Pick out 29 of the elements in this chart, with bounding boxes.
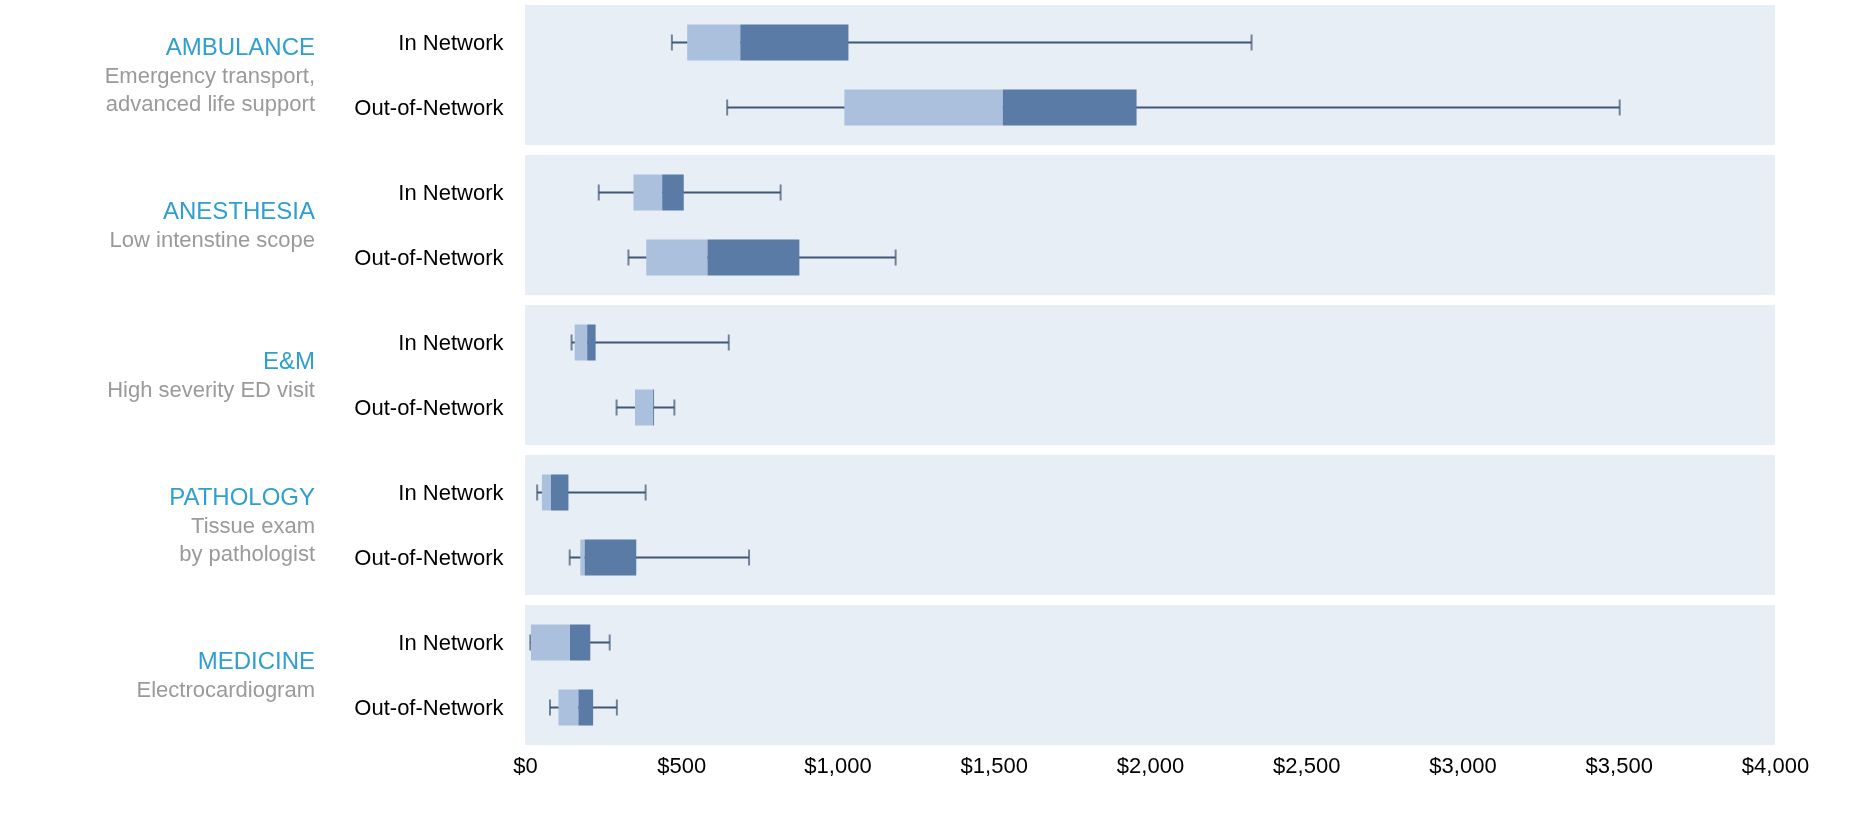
y-tick-label: In Network [398, 480, 505, 505]
y-tick-label: Out-of-Network [354, 695, 505, 720]
x-tick-label: $2,000 [1116, 752, 1185, 778]
y-tick-label: In Network [398, 630, 505, 655]
text: ANESTHESIA [162, 197, 315, 224]
x-tick-label: $4,000 [1741, 752, 1810, 778]
text: High severity ED visit [107, 377, 315, 402]
x-tick-label: $1,500 [960, 752, 1028, 778]
text: Electrocardiogram [136, 677, 315, 702]
x-tick-label: $1,000 [804, 752, 872, 778]
text: Low intenstine scope [109, 227, 315, 252]
text: MEDICINE [197, 647, 315, 674]
text: PATHOLOGY [169, 483, 315, 510]
x-tick-label: $500 [657, 752, 707, 778]
text: Tissue exam by pathologist [179, 513, 315, 566]
y-tick-label: Out-of-Network [354, 545, 505, 570]
x-tick-label: $2,500 [1273, 752, 1341, 778]
y-tick-label: Out-of-Network [354, 95, 505, 120]
text: AMBULANCE [165, 33, 315, 60]
text: Emergency transport, advanced life support [104, 63, 315, 116]
x-tick-label: $3,000 [1429, 752, 1497, 778]
y-tick-label: In Network [398, 180, 505, 205]
y-tick-label: Out-of-Network [354, 395, 505, 420]
y-tick-label: Out-of-Network [354, 245, 505, 270]
text: E&M [262, 347, 315, 374]
x-tick-label: $0 [513, 752, 538, 778]
y-tick-label: In Network [398, 330, 505, 355]
x-tick-label: $3,500 [1585, 752, 1653, 778]
y-tick-label: In Network [398, 30, 505, 55]
